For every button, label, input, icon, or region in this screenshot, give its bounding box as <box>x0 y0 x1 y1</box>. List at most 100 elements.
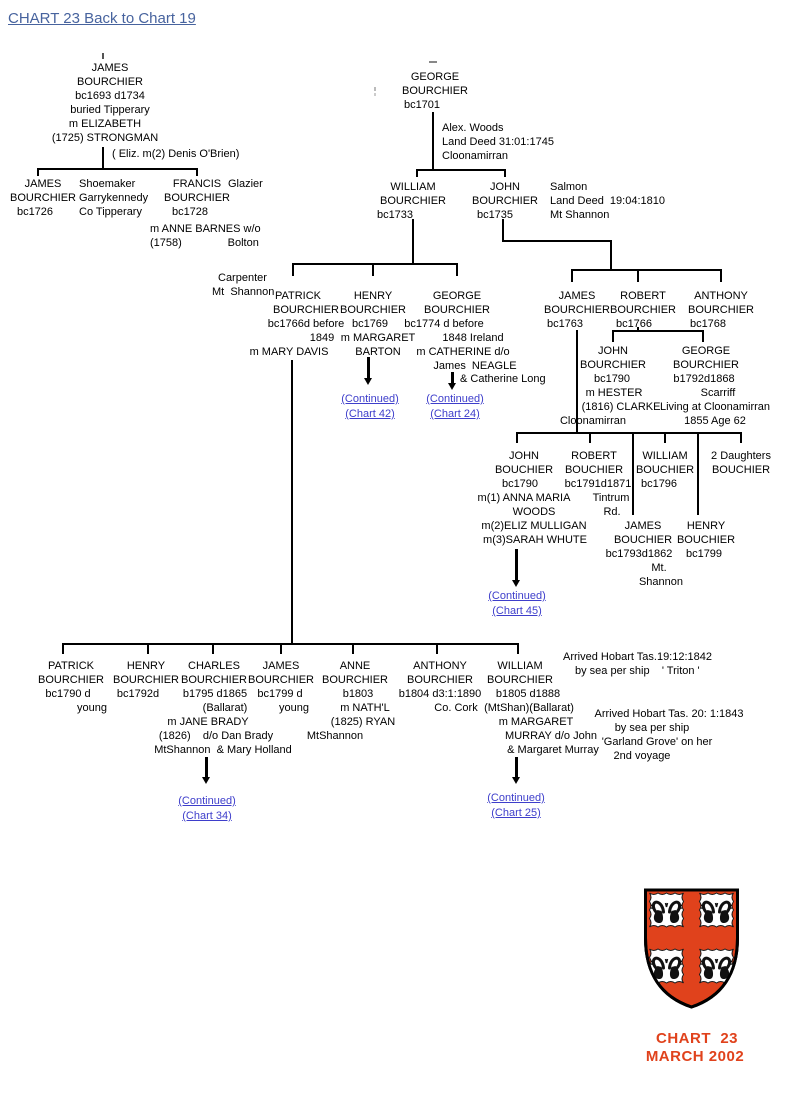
continued-links-chart-24: (Continued) (Chart 24) <box>426 392 483 422</box>
back-to-chart-19-link[interactable]: CHART 23 Back to Chart 19 <box>8 10 196 27</box>
james-1793-line: JAMES <box>624 520 662 532</box>
george-1792-line: 1855 Age 62 <box>684 415 746 427</box>
james-1799-line: young <box>279 702 309 714</box>
two-daughters-line: BOUCHIER <box>711 464 771 476</box>
robert-1766-line: BOURCHIER <box>609 304 677 316</box>
two-daughters: 2 Daughters BOUCHIER <box>711 449 771 477</box>
george-1774-line: GEORGE <box>432 290 482 302</box>
stub-mark <box>429 61 437 63</box>
connector-line <box>697 432 699 515</box>
henry-1799-line: HENRY <box>686 520 726 532</box>
continued-link-chart-45[interactable]: (Continued) <box>488 590 546 602</box>
anthony-1804-line: Co. Cork <box>434 702 478 714</box>
james-1726-occupation: Shoemaker Garrykennedy Co Tipperary <box>79 177 148 219</box>
robert-1766: ROBERT BOURCHIER bc1766 <box>610 289 676 331</box>
james-1693-marriage: m ELIZABETH (1725) STRONGMAN <box>52 117 158 145</box>
continued-link-chart-25[interactable]: (Continued) <box>487 792 545 804</box>
john-1790-bouchier-line: bc1790 <box>501 478 539 490</box>
henry-1792-line: bc1792d <box>116 688 160 700</box>
two-daughters-line: 2 Daughters <box>711 450 771 462</box>
anthony-1804-line: BOURCHIER <box>406 674 473 686</box>
stub-mark <box>374 93 376 96</box>
connector-line <box>456 263 458 276</box>
connector-line <box>664 432 666 443</box>
connector-line <box>436 643 438 654</box>
william-1805-line: m MARGARET <box>498 716 574 728</box>
alex-woods-note-line: Alex. Woods <box>442 122 504 134</box>
connector-line <box>702 330 704 342</box>
james-1793-line: BOUCHIER <box>613 534 673 546</box>
alex-woods-note-line: Land Deed 31:01:1745 <box>442 136 554 148</box>
hobart-arrival-1842-line: by sea per ship ' Triton ' <box>575 665 700 677</box>
james-1693-marriage-line: (1725) STRONGMAN <box>51 132 159 144</box>
william-1796-line: WILLIAM <box>642 450 688 462</box>
anne-1803-line: m NATH'L <box>340 702 390 714</box>
carpenter-note: Carpenter Mt Shannon <box>212 271 280 299</box>
james-1726-line: bc1726 <box>16 206 54 218</box>
connector-line <box>720 269 722 282</box>
patrick-1790-line: PATRICK <box>47 660 95 672</box>
connector-line <box>102 147 104 169</box>
chart-link-chart-34[interactable]: (Chart 34) <box>182 810 232 822</box>
francis-marriage-line: m ANNE BARNES w/o <box>150 223 261 235</box>
alex-woods-note: Alex. Woods Land Deed 31:01:1745 Cloonamir… <box>442 121 554 163</box>
charles-1795-line: (Ballarat) <box>202 702 248 714</box>
chart-link-chart-45[interactable]: (Chart 45) <box>492 605 542 617</box>
continued-link-chart-34[interactable]: (Continued) <box>178 795 236 807</box>
connector-line <box>502 240 612 242</box>
henry-1769-line: bc1769 <box>351 318 389 330</box>
john-1790-son-of-robert-line: m HESTER <box>585 387 643 399</box>
henry-1799-line: BOUCHIER <box>676 534 736 546</box>
william-1796-line: BOUCHIER <box>635 464 695 476</box>
james-1793-line: Shannon <box>638 576 684 588</box>
george-1774-line: bc1774 d before <box>404 318 484 330</box>
connector-line <box>372 263 374 276</box>
john-1790-bouchier-line: WOODS <box>512 506 556 518</box>
anthony-1768-line: bc1768 <box>689 318 727 330</box>
william-1805-line: MURRAY d/o John <box>505 730 597 742</box>
down-arrow-icon <box>202 757 211 784</box>
john-1790-bouchier-line: JOHN <box>509 450 539 462</box>
down-arrow-icon <box>364 357 373 385</box>
connector-line <box>416 169 418 177</box>
anthony-1804-line: ANTHONY <box>413 660 467 672</box>
connector-line <box>292 263 458 265</box>
connector-line <box>212 643 214 654</box>
robert-1791-line: Rd. <box>603 506 621 518</box>
salmon-note-line: Mt Shannon <box>550 209 610 221</box>
william-1805-line: b1805 d1888 <box>495 688 561 700</box>
chart-link-chart-24[interactable]: (Chart 24) <box>430 408 480 420</box>
anthony-1768: ANTHONY BOURCHIER bc1768 <box>688 289 754 331</box>
george-1792: GEORGE BOURCHIER b1792d1868 Scarriff Living … <box>651 344 770 428</box>
continued-link-chart-24[interactable]: (Continued) <box>426 393 484 405</box>
hobart-arrival-1842: Arrived Hobart Tas.19:12:1842 by sea per … <box>563 650 712 678</box>
charles-1795-line: BOURCHIER <box>180 674 248 686</box>
james-1693-line: buried Tipperary <box>70 104 150 116</box>
robert-1791-line: BOUCHIER <box>564 464 624 476</box>
james-1799-line: JAMES <box>262 660 300 672</box>
chart-link-chart-42[interactable]: (Chart 42) <box>345 408 395 420</box>
elizabeth-note: ( Eliz. m(2) Denis O'Brien) <box>112 147 239 161</box>
george-1792-line: Scarriff <box>700 387 736 399</box>
connector-line <box>416 169 506 171</box>
connector-line <box>632 432 634 515</box>
connector-line <box>432 112 434 170</box>
connector-line <box>637 327 639 332</box>
john-1790-bouchier-line: m(2)ELIZ MULLIGAN <box>481 520 587 532</box>
continued-link-chart-42[interactable]: (Continued) <box>341 393 399 405</box>
john-1790-son-of-robert-line: bc1790 <box>593 373 631 385</box>
connector-line <box>612 330 614 342</box>
carpenter-note-line: Mt Shannon <box>212 286 275 298</box>
chart-link-chart-25[interactable]: (Chart 25) <box>491 807 541 819</box>
john-1735-line: JOHN <box>490 181 520 193</box>
john-1735-line: BOURCHIER <box>471 195 539 207</box>
henry-1792-line: BOURCHIER <box>112 674 180 686</box>
george-1792-line: GEORGE <box>681 345 731 357</box>
henry-1799-line: bc1799 <box>685 548 723 560</box>
robert-1791-line: ROBERT <box>571 450 617 462</box>
patrick-1766-line: PATRICK <box>274 290 322 302</box>
connector-line <box>504 169 506 177</box>
james-1763-line: BOURCHIER <box>543 304 611 316</box>
connector-line <box>352 643 354 654</box>
henry-1799: HENRY BOUCHIER bc1799 <box>677 519 735 561</box>
